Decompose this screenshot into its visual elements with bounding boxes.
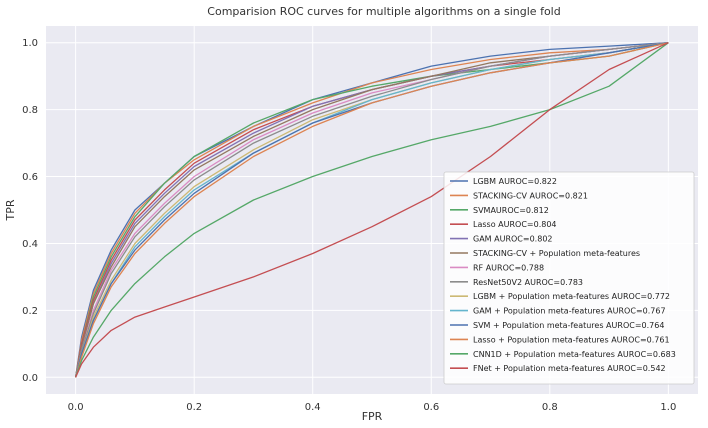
legend-entry: SVMAUROC=0.812 bbox=[473, 206, 549, 215]
chart-title: Comparision ROC curves for multiple algo… bbox=[207, 5, 560, 18]
series-line-13 bbox=[75, 42, 669, 378]
y-tick-label: 0.4 bbox=[22, 239, 38, 250]
y-tick-label: 0.6 bbox=[22, 172, 38, 183]
legend-entry: LGBM AUROC=0.822 bbox=[473, 177, 557, 186]
x-tick-label: 0.4 bbox=[305, 402, 321, 413]
legend-entry: LGBM + Population meta-features AUROC=0.… bbox=[473, 292, 670, 301]
legend-entry: CNN1D + Population meta-features AUROC=0… bbox=[473, 350, 676, 359]
y-tick-label: 1.0 bbox=[22, 38, 38, 49]
legend-entry: ResNet50V2 AUROC=0.783 bbox=[473, 278, 583, 287]
series-line-5 bbox=[74, 42, 669, 378]
legend-entry: FNet + Population meta-features AUROC=0.… bbox=[473, 364, 666, 373]
series-line-2 bbox=[74, 42, 669, 378]
x-tick-label: 0.6 bbox=[423, 402, 439, 413]
y-tick-label: 0.0 bbox=[22, 373, 38, 384]
series-line-1 bbox=[74, 42, 669, 378]
legend-entry: STACKING-CV AUROC=0.821 bbox=[473, 191, 588, 200]
legend-entry: GAM AUROC=0.802 bbox=[473, 235, 553, 244]
x-axis-label: FPR bbox=[362, 410, 383, 423]
legend-entry: GAM + Population meta-features AUROC=0.7… bbox=[473, 307, 666, 316]
legend-entry: Lasso AUROC=0.804 bbox=[473, 220, 557, 229]
x-tick-label: 0.0 bbox=[68, 402, 84, 413]
legend-entry: Lasso + Population meta-features AUROC=0… bbox=[473, 335, 670, 344]
legend-entry: SVM + Population meta-features AUROC=0.7… bbox=[473, 321, 664, 330]
series-line-12 bbox=[74, 42, 669, 378]
legend: LGBM AUROC=0.822 STACKING-CV AUROC=0.821 S… bbox=[443, 171, 695, 385]
legend-box bbox=[443, 171, 695, 385]
series-line-7 bbox=[74, 42, 669, 378]
series-lines bbox=[74, 42, 669, 378]
y-tick-label: 0.8 bbox=[22, 105, 38, 116]
series-line-11 bbox=[74, 42, 669, 378]
x-tick-label: 1.0 bbox=[660, 402, 676, 413]
series-line-3 bbox=[74, 42, 669, 378]
y-axis-label: TPR bbox=[4, 199, 17, 221]
legend-entry: RF AUROC=0.788 bbox=[473, 263, 544, 272]
legend-entry: STACKING-CV + Population meta-features bbox=[473, 249, 640, 258]
tick-labels: 0.0 0.2 0.4 0.6 0.8 1.0 0.0 0.2 0.4 0.6 0.8 1.0 bbox=[22, 38, 676, 413]
x-tick-label: 0.8 bbox=[542, 402, 558, 413]
x-tick-label: 0.2 bbox=[186, 402, 202, 413]
y-tick-label: 0.2 bbox=[22, 306, 38, 317]
